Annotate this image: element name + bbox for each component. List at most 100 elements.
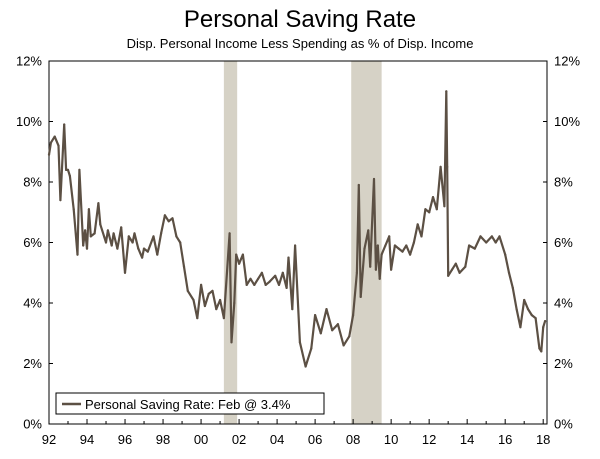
- data-point: [450, 268, 454, 271]
- data-point: [498, 235, 501, 238]
- data-point: [219, 298, 222, 302]
- data-point: [160, 232, 163, 235]
- data-point: [380, 253, 383, 256]
- data-point: [374, 268, 377, 271]
- data-point: [277, 283, 281, 286]
- data-point: [76, 253, 79, 256]
- x-tick-label: 08: [346, 432, 360, 447]
- data-point: [152, 235, 155, 238]
- data-point: [331, 329, 334, 332]
- y-left-tick-label: 12%: [16, 54, 42, 69]
- y-right-tick-label: 6%: [554, 235, 573, 250]
- data-point: [65, 168, 68, 171]
- data-point: [63, 123, 66, 126]
- data-point: [439, 165, 442, 168]
- data-point: [167, 220, 170, 223]
- x-tick-label: 18: [536, 432, 550, 447]
- x-tick-label: 16: [498, 432, 512, 447]
- data-point: [485, 241, 488, 244]
- y-right-tick-label: 10%: [554, 114, 580, 129]
- x-tick-label: 14: [460, 432, 474, 447]
- data-point: [384, 244, 387, 247]
- legend: Personal Saving Rate: Feb @ 3.4%: [55, 392, 325, 415]
- data-point: [104, 241, 108, 244]
- x-tick-label: 06: [308, 432, 322, 447]
- data-point: [260, 271, 263, 274]
- data-point: [171, 217, 174, 220]
- data-point: [314, 314, 317, 317]
- y-left-tick-label: 6%: [23, 235, 42, 250]
- data-point: [538, 347, 541, 350]
- y-left-tick-label: 2%: [23, 356, 42, 371]
- data-point: [222, 317, 225, 320]
- y-left-tick-label: 0%: [23, 417, 42, 432]
- data-point: [294, 244, 297, 247]
- data-point: [431, 196, 435, 199]
- data-point: [523, 298, 526, 302]
- data-point: [120, 226, 123, 229]
- data-point: [530, 314, 533, 317]
- data-point: [203, 304, 206, 308]
- data-point: [420, 235, 423, 238]
- data-point: [388, 235, 391, 238]
- data-point: [435, 208, 438, 211]
- data-point: [245, 283, 248, 286]
- data-point: [82, 244, 85, 247]
- data-point: [133, 232, 136, 235]
- data-point: [233, 301, 236, 305]
- data-point: [468, 244, 471, 247]
- y-right-tick-label: 0%: [554, 417, 573, 432]
- data-point: [336, 323, 339, 326]
- data-point: [207, 292, 210, 295]
- data-point: [416, 223, 419, 226]
- x-tick-label: 96: [118, 432, 132, 447]
- data-point: [264, 283, 267, 286]
- x-tick-label: 10: [384, 432, 398, 447]
- data-point: [393, 244, 396, 247]
- data-point: [127, 235, 130, 238]
- x-tick-label: 92: [42, 432, 56, 447]
- data-point: [458, 271, 461, 274]
- data-point: [192, 298, 195, 302]
- data-point: [238, 262, 241, 265]
- data-point: [390, 268, 393, 271]
- data-point: [445, 90, 448, 93]
- data-point: [175, 235, 178, 238]
- data-point: [59, 199, 62, 202]
- x-tick-label: 00: [194, 432, 208, 447]
- data-point: [494, 241, 497, 244]
- data-point: [182, 265, 186, 268]
- data-point: [268, 280, 271, 283]
- data-point: [66, 168, 70, 171]
- data-point: [325, 308, 328, 311]
- data-point: [504, 253, 507, 256]
- x-tick-label: 98: [156, 432, 170, 447]
- data-point: [78, 168, 81, 171]
- data-point: [473, 247, 476, 250]
- data-point: [249, 277, 252, 280]
- data-point: [241, 253, 244, 256]
- data-point: [87, 208, 90, 211]
- chart-title: Personal Saving Rate: [183, 6, 417, 33]
- data-point: [359, 295, 362, 298]
- data-point: [103, 235, 106, 238]
- data-point: [369, 265, 372, 268]
- data-point: [146, 250, 149, 253]
- data-point: [376, 244, 379, 247]
- plot-frame: [48, 60, 548, 425]
- data-point: [235, 253, 238, 256]
- x-tick-label: 04: [270, 432, 284, 447]
- data-point: [131, 241, 134, 244]
- data-point: [443, 205, 446, 208]
- data-point: [163, 214, 166, 217]
- data-point: [544, 320, 547, 323]
- y-right-tick-label: 4%: [554, 296, 573, 311]
- data-point: [409, 253, 412, 256]
- y-right-tick-label: 8%: [554, 175, 573, 190]
- data-point: [68, 174, 71, 178]
- data-point: [357, 183, 360, 187]
- data-point: [490, 235, 493, 238]
- data-point: [526, 308, 530, 311]
- data-point: [540, 350, 543, 353]
